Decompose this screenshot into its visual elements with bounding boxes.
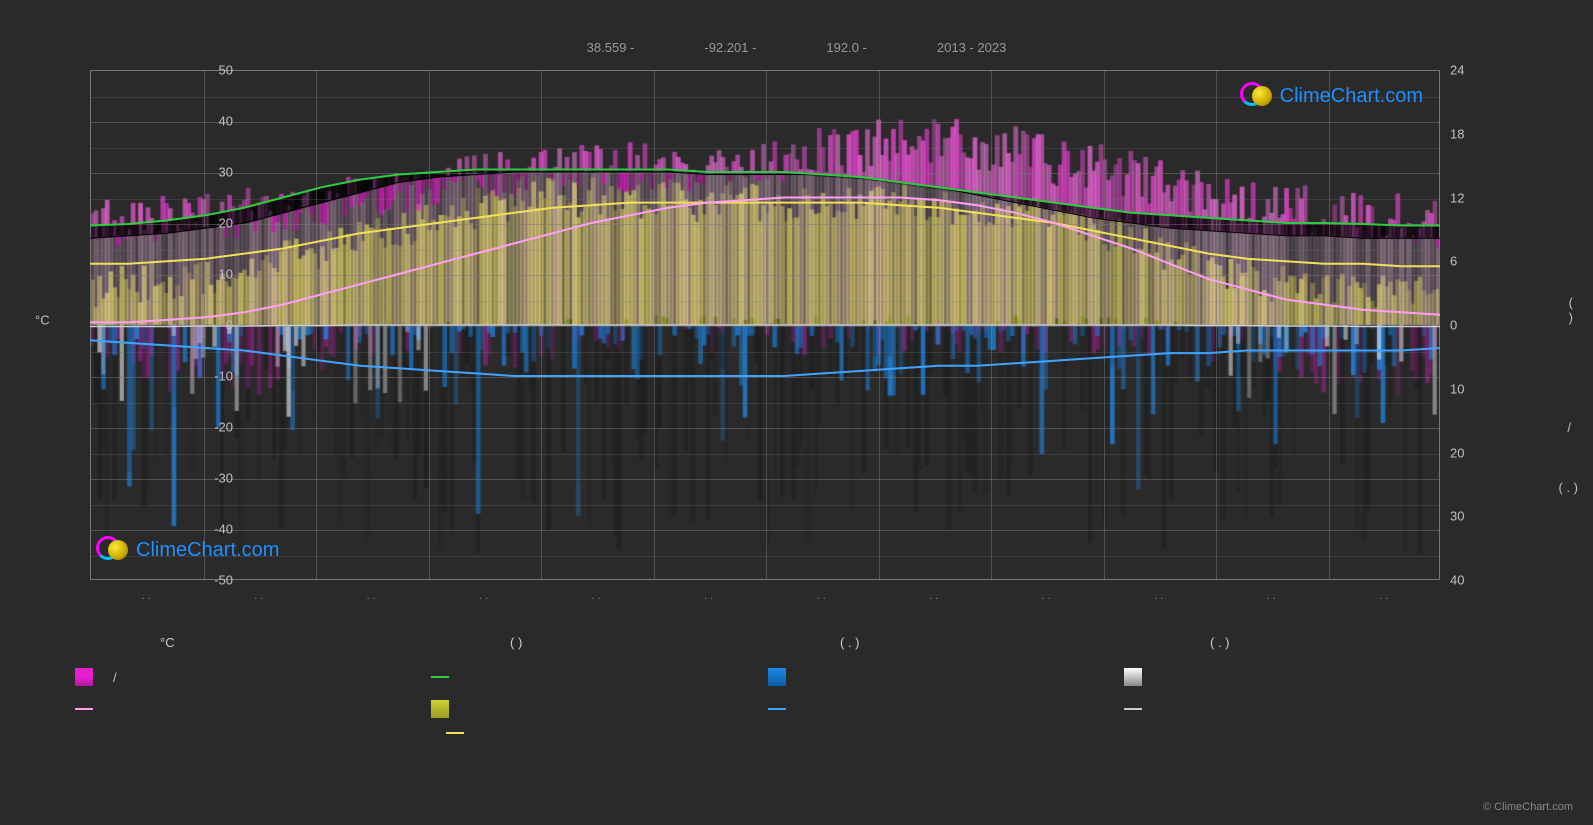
x-tick: . . bbox=[1103, 590, 1216, 602]
y-right-tick: 10 bbox=[1450, 381, 1490, 396]
y-left-tick: 50 bbox=[193, 63, 233, 78]
y-right-tick: 40 bbox=[1450, 573, 1490, 588]
x-tick: . . bbox=[653, 590, 766, 602]
header-years: 2013 - 2023 bbox=[937, 40, 1006, 55]
logo-top: ClimeChart.com bbox=[1240, 82, 1423, 110]
legend-header-3: ( . ) bbox=[740, 635, 1070, 650]
y-left-tick: -10 bbox=[193, 369, 233, 384]
legend-row-2 bbox=[75, 700, 1440, 730]
y-right-tick: 24 bbox=[1450, 63, 1490, 78]
y-left-tick: -30 bbox=[193, 471, 233, 486]
legend-header-2: ( ) bbox=[390, 635, 740, 650]
x-tick: . . bbox=[1328, 590, 1441, 602]
legend-swatch-sun bbox=[431, 700, 449, 718]
chart-container bbox=[90, 70, 1440, 580]
legend-swatch-temp bbox=[75, 668, 93, 686]
y-right-tick: 6 bbox=[1450, 254, 1490, 269]
y-left-tick: 30 bbox=[193, 165, 233, 180]
x-tick: . . bbox=[878, 590, 991, 602]
y-right-tick: 30 bbox=[1450, 509, 1490, 524]
legend-swatch-green bbox=[431, 676, 449, 678]
x-tick: . . bbox=[90, 590, 203, 602]
y-right-tick: 20 bbox=[1450, 445, 1490, 460]
y-left-tick: -20 bbox=[193, 420, 233, 435]
x-tick: . . bbox=[1215, 590, 1328, 602]
x-axis-ticks: . .. .. .. .. .. .. .. .. .. .. .. . bbox=[90, 590, 1440, 602]
legend-row-1: / bbox=[75, 668, 1440, 698]
x-tick: . . bbox=[428, 590, 541, 602]
y-right-tick: 18 bbox=[1450, 126, 1490, 141]
y-left-tick: 20 bbox=[193, 216, 233, 231]
header-lon: -92.201 - bbox=[704, 40, 756, 55]
x-tick: . . bbox=[203, 590, 316, 602]
logo-bottom: ClimeChart.com bbox=[96, 536, 279, 564]
y-left-tick: 40 bbox=[193, 114, 233, 129]
right-paren-open: ( bbox=[1569, 295, 1573, 310]
right-paren-close: ) bbox=[1569, 310, 1573, 325]
x-tick: . . bbox=[540, 590, 653, 602]
legend-row-3 bbox=[75, 732, 1440, 746]
y-right-tick: 0 bbox=[1450, 318, 1490, 333]
x-tick: . . bbox=[990, 590, 1103, 602]
y-right-tick: 12 bbox=[1450, 190, 1490, 205]
header-elev: 192.0 - bbox=[826, 40, 866, 55]
legend-header-4: ( . ) bbox=[1070, 635, 1440, 650]
legend-swatch-blue bbox=[768, 708, 786, 710]
logo-text: ClimeChart.com bbox=[1280, 85, 1423, 108]
legend-swatch-precip bbox=[768, 668, 786, 686]
legend-swatch-pink bbox=[75, 708, 93, 710]
copyright: © ClimeChart.com bbox=[1483, 801, 1573, 813]
line-overlay-svg bbox=[90, 70, 1440, 580]
logo-icon bbox=[1240, 82, 1272, 110]
legend-swatch-snow bbox=[1124, 668, 1142, 686]
legend-swatch-white bbox=[1124, 708, 1142, 710]
x-tick: . . bbox=[315, 590, 428, 602]
x-tick: . . bbox=[765, 590, 878, 602]
legend-headers: °C ( ) ( . ) ( . ) bbox=[90, 635, 1440, 650]
y-left-tick: 10 bbox=[193, 267, 233, 282]
right-paren-dot: ( . ) bbox=[1559, 480, 1579, 495]
header-lat: 38.559 - bbox=[587, 40, 635, 55]
legend-header-1: °C bbox=[90, 635, 390, 650]
legend-label-temp: / bbox=[113, 670, 117, 685]
y-left-tick: 0 bbox=[193, 318, 233, 333]
y-left-tick: -40 bbox=[193, 522, 233, 537]
header-metadata: 38.559 - -92.201 - 192.0 - 2013 - 2023 bbox=[0, 40, 1593, 55]
logo-icon bbox=[96, 536, 128, 564]
y-axis-left-label: °C bbox=[35, 313, 50, 328]
y-left-tick: -50 bbox=[193, 573, 233, 588]
legend-swatch-yellow bbox=[446, 732, 464, 734]
logo-text: ClimeChart.com bbox=[136, 539, 279, 562]
right-slash: / bbox=[1567, 420, 1571, 435]
